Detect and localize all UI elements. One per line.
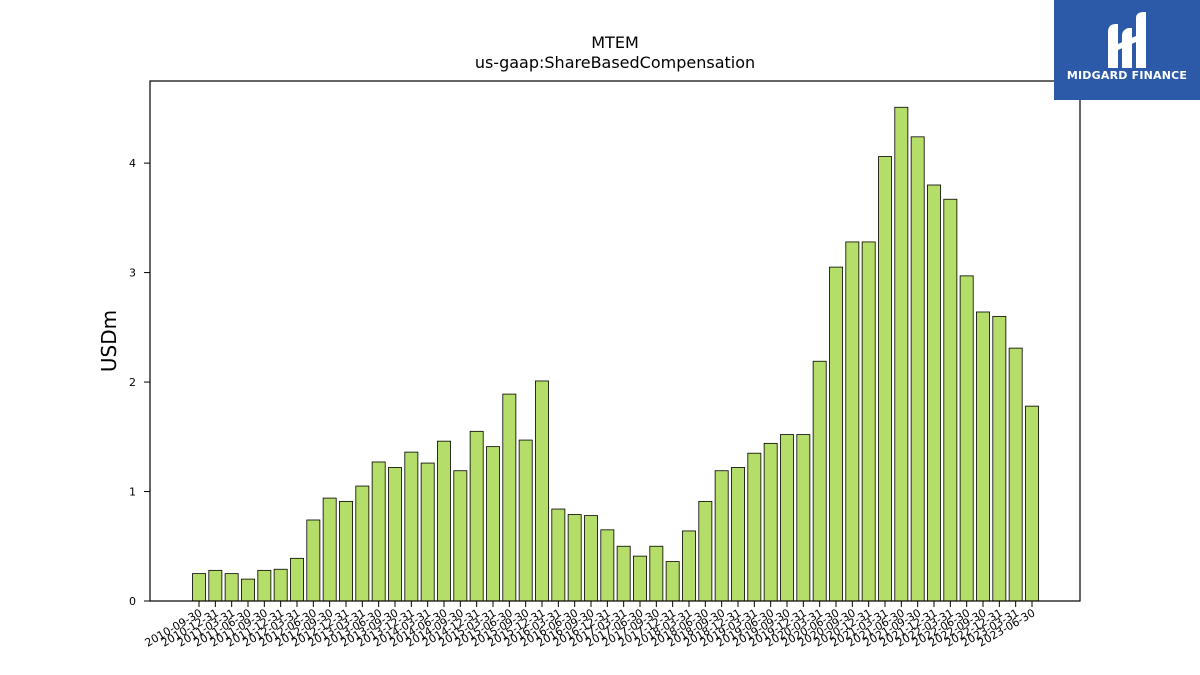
bar-2020-12-31 [861,241,876,602]
brand-name: MIDGARD FINANCE [1066,69,1188,82]
bar-2015-12-31 [535,380,549,602]
bar-2014-12-31 [469,430,484,602]
bar-2011-09-30 [257,569,272,602]
x-ticks-group: 2010-09-302010-12-312011-03-312011-06-30… [143,601,1038,650]
bar-2019-09-30 [780,434,794,602]
y-tick-label: 3 [129,267,136,280]
bar-2021-12-31 [927,184,941,602]
brand-logo: MIDGARD FINANCE [1054,0,1200,100]
bar-2013-09-30 [388,467,402,602]
bars-group [192,106,1039,602]
y-tick-label: 0 [129,595,136,608]
bar-2017-06-30 [633,555,647,602]
y-tick-label: 1 [129,486,136,499]
bar-2022-12-31 [992,315,1007,602]
bar-2017-12-31 [665,561,680,602]
bar-2018-06-30 [698,500,713,602]
bar-2013-03-31 [355,485,370,602]
bar-2010-09-30 [192,573,206,602]
bar-2012-03-31 [290,557,304,602]
bar-2015-03-31 [486,446,500,602]
y-ticks-group: 0 1 2 3 4 [129,157,150,608]
bar-2014-09-30 [453,470,468,602]
bar-2017-03-31 [616,545,631,602]
bar-2019-12-31 [796,434,811,602]
bar-2022-06-30 [959,275,974,602]
midgard-logo-icon [1108,12,1146,68]
y-tick-label: 4 [129,157,136,170]
bar-2015-06-30 [502,393,517,602]
bar-2016-06-30 [567,514,582,602]
bar-2013-12-31 [404,451,419,602]
bar-2015-09-30 [518,439,533,602]
bar-2023-03-31 [1008,347,1023,602]
bar-2021-03-31 [878,156,892,602]
y-tick-label: 2 [129,376,136,389]
bar-2022-03-31 [943,198,958,602]
bar-2016-12-31 [600,529,615,602]
bar-2021-06-30 [894,106,909,602]
chart-title: MTEM [591,33,639,52]
bar-2012-12-31 [339,500,353,602]
plot-frame [149,80,1081,602]
bar-2023-06-30 [1025,405,1039,602]
bar-2018-03-31 [682,530,696,602]
y-axis-label: USDm [97,310,121,372]
bar-2011-06-30 [241,578,255,602]
bar-2012-06-30 [306,519,321,602]
bar-2017-09-30 [649,545,664,602]
bar-2014-03-31 [420,462,435,602]
bar-2016-09-30 [584,515,598,602]
bar-2018-12-31 [731,467,745,602]
bar-2020-03-31 [812,360,827,602]
bar-2013-06-30 [371,461,386,602]
bar-2019-03-31 [747,452,762,602]
bar-2019-06-30 [763,442,778,602]
bar-2011-12-31 [273,568,288,602]
bar-2022-09-30 [976,311,990,602]
bar-2016-03-31 [551,508,566,602]
bar-2018-09-30 [714,470,729,602]
bar-2020-09-30 [845,241,860,602]
bar-2012-09-30 [322,497,337,602]
bar-2014-06-30 [437,440,451,602]
bar-2011-03-31 [224,573,239,602]
chart-subtitle: us-gaap:ShareBasedCompensation [475,53,755,72]
bar-2010-12-31 [208,569,223,602]
bar-2020-06-30 [829,266,843,602]
bar-2021-09-30 [910,136,925,602]
